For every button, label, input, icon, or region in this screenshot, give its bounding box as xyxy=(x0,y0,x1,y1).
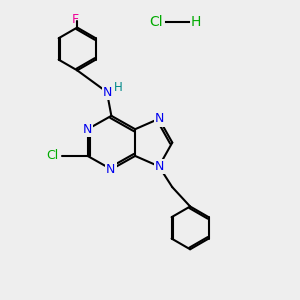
Text: Cl: Cl xyxy=(46,149,58,162)
Text: Cl: Cl xyxy=(149,15,163,29)
Text: N: N xyxy=(155,112,164,125)
Text: N: N xyxy=(103,86,112,99)
Text: F: F xyxy=(72,13,79,26)
Text: N: N xyxy=(106,163,116,176)
Text: H: H xyxy=(114,81,123,94)
Text: H: H xyxy=(191,15,201,29)
Text: N: N xyxy=(82,123,92,136)
Text: N: N xyxy=(155,160,164,173)
